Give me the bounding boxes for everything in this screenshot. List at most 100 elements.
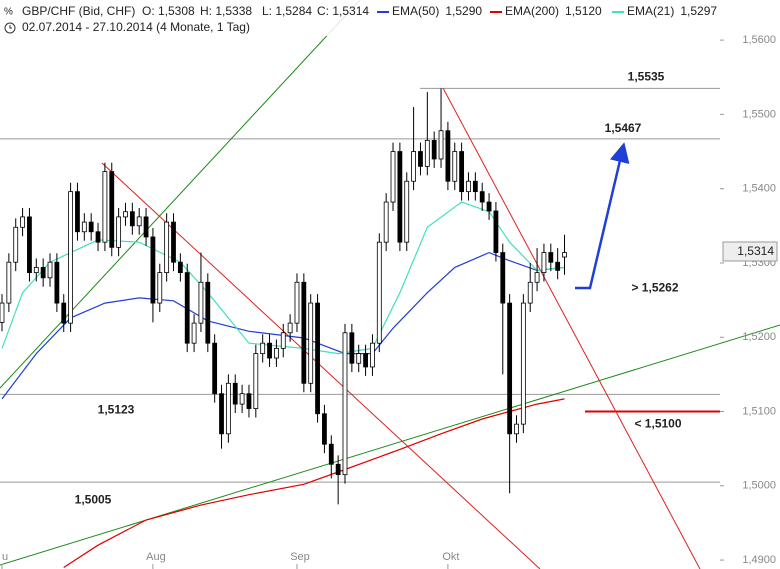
candle-body [562, 252, 567, 258]
header-bg [0, 0, 720, 36]
candle-body [541, 252, 547, 274]
candle-body [102, 171, 108, 243]
legend-value: 1,5290 [445, 4, 482, 18]
clock-icon [4, 22, 16, 34]
legend-label: EMA(50) [392, 4, 439, 18]
candle-body [33, 267, 39, 274]
candle-body [294, 281, 300, 324]
candle-body [150, 236, 156, 304]
candle-body [507, 302, 513, 435]
candle-body [335, 463, 341, 476]
candle-body [308, 302, 314, 384]
candle-body [548, 252, 554, 263]
y-axis: 1,49001,50001,51001,52001,53001,54001,55… [1, 34, 776, 569]
candle-body [129, 211, 135, 227]
candle-body [520, 302, 526, 425]
candle-body [315, 302, 320, 415]
candle-body [555, 261, 561, 271]
candle-body [136, 216, 142, 227]
ema-line [63, 398, 565, 569]
candle-body [349, 332, 355, 364]
x-tick-label: Aug [146, 551, 166, 563]
clock-icon [9, 25, 12, 29]
candle-body [514, 423, 519, 435]
candle-body [205, 281, 211, 344]
legend-label: EMA(200) [505, 4, 559, 18]
y-tick-label: 1,4900 [742, 554, 776, 566]
trend-line [442, 87, 701, 569]
candle-body [239, 393, 245, 405]
header: % GBP/CHF (Bid, CHF) O: 1,5308 H: 1,5338… [4, 4, 717, 34]
candle-body [116, 216, 122, 248]
candle-body [177, 261, 183, 274]
y-tick-label: 1,5400 [742, 183, 776, 195]
last-price-label: 1,5314 [737, 244, 774, 258]
candle-body [246, 393, 252, 409]
candle-body [466, 180, 471, 193]
legend-value: 1,5120 [565, 4, 602, 18]
ohlc-label: H: 1,5338 [200, 4, 252, 18]
candle-body [493, 210, 499, 253]
candle-body [472, 180, 478, 193]
candle-body [109, 171, 115, 248]
candle-body [301, 281, 307, 384]
candle-body [81, 221, 87, 233]
candle-body [342, 332, 348, 476]
y-tick-label: 1,5200 [742, 331, 776, 343]
annotation-label: > 1,5262 [631, 280, 678, 294]
annotation-label: 1,5123 [98, 403, 135, 417]
annotation-label: 1,5535 [628, 70, 665, 84]
x-tick-label: u [2, 551, 8, 563]
ema-line [1, 251, 565, 400]
candle-body [486, 201, 492, 212]
candle-body [20, 216, 25, 228]
candle-body [123, 211, 128, 218]
candle-body [445, 130, 451, 182]
marks: 1,5535 1,5467 > 1,5262 < 1,5100 1,5123 1,5005 [0, 70, 682, 569]
annotation-label: 1,5467 [605, 121, 642, 135]
candle-body [88, 221, 94, 233]
candle-body [534, 272, 540, 283]
candle-body [253, 353, 259, 409]
annotation-label: 1,5005 [75, 492, 112, 506]
candle-body [13, 226, 19, 263]
candle-body [54, 261, 60, 304]
price-box [722, 241, 778, 262]
candle-body [418, 151, 423, 167]
y-tick-label: 1,5600 [742, 34, 776, 46]
candle-body [184, 272, 190, 344]
arrow [575, 142, 630, 290]
candle-body [322, 413, 327, 445]
ohlc-label: C: 1,5314 [317, 4, 369, 18]
candle-body [383, 201, 389, 243]
y-tick-label: 1,5100 [742, 405, 776, 417]
candle-body [527, 281, 533, 304]
legend: EMA(50) 1,5290 EMA(200) 1,5120 EMA(21) 1,5297 [377, 4, 717, 18]
candle-body [267, 342, 272, 359]
candle-body [164, 221, 170, 274]
candle-body [61, 302, 67, 324]
candle-body [424, 139, 430, 167]
legend-label: EMA(21) [627, 4, 674, 18]
candle-body [411, 151, 417, 182]
candle-body [404, 180, 410, 243]
annotation-label: < 1,5100 [634, 417, 681, 431]
candle-body [171, 221, 176, 263]
x-tick-label: Okt [442, 551, 459, 563]
candle-body [40, 267, 46, 279]
candle-body [452, 151, 458, 182]
candle-body [232, 382, 238, 405]
candle-body [356, 353, 362, 364]
candle-body [500, 252, 506, 304]
candle-body [328, 443, 334, 465]
candle-body [376, 241, 382, 344]
candle-body [68, 191, 73, 324]
x-tick-label: Sep [290, 551, 310, 563]
candle-body [438, 130, 444, 160]
candle-body [27, 216, 32, 274]
candle-body [47, 261, 53, 279]
icon: % [4, 7, 13, 18]
trend-line [0, 0, 361, 389]
